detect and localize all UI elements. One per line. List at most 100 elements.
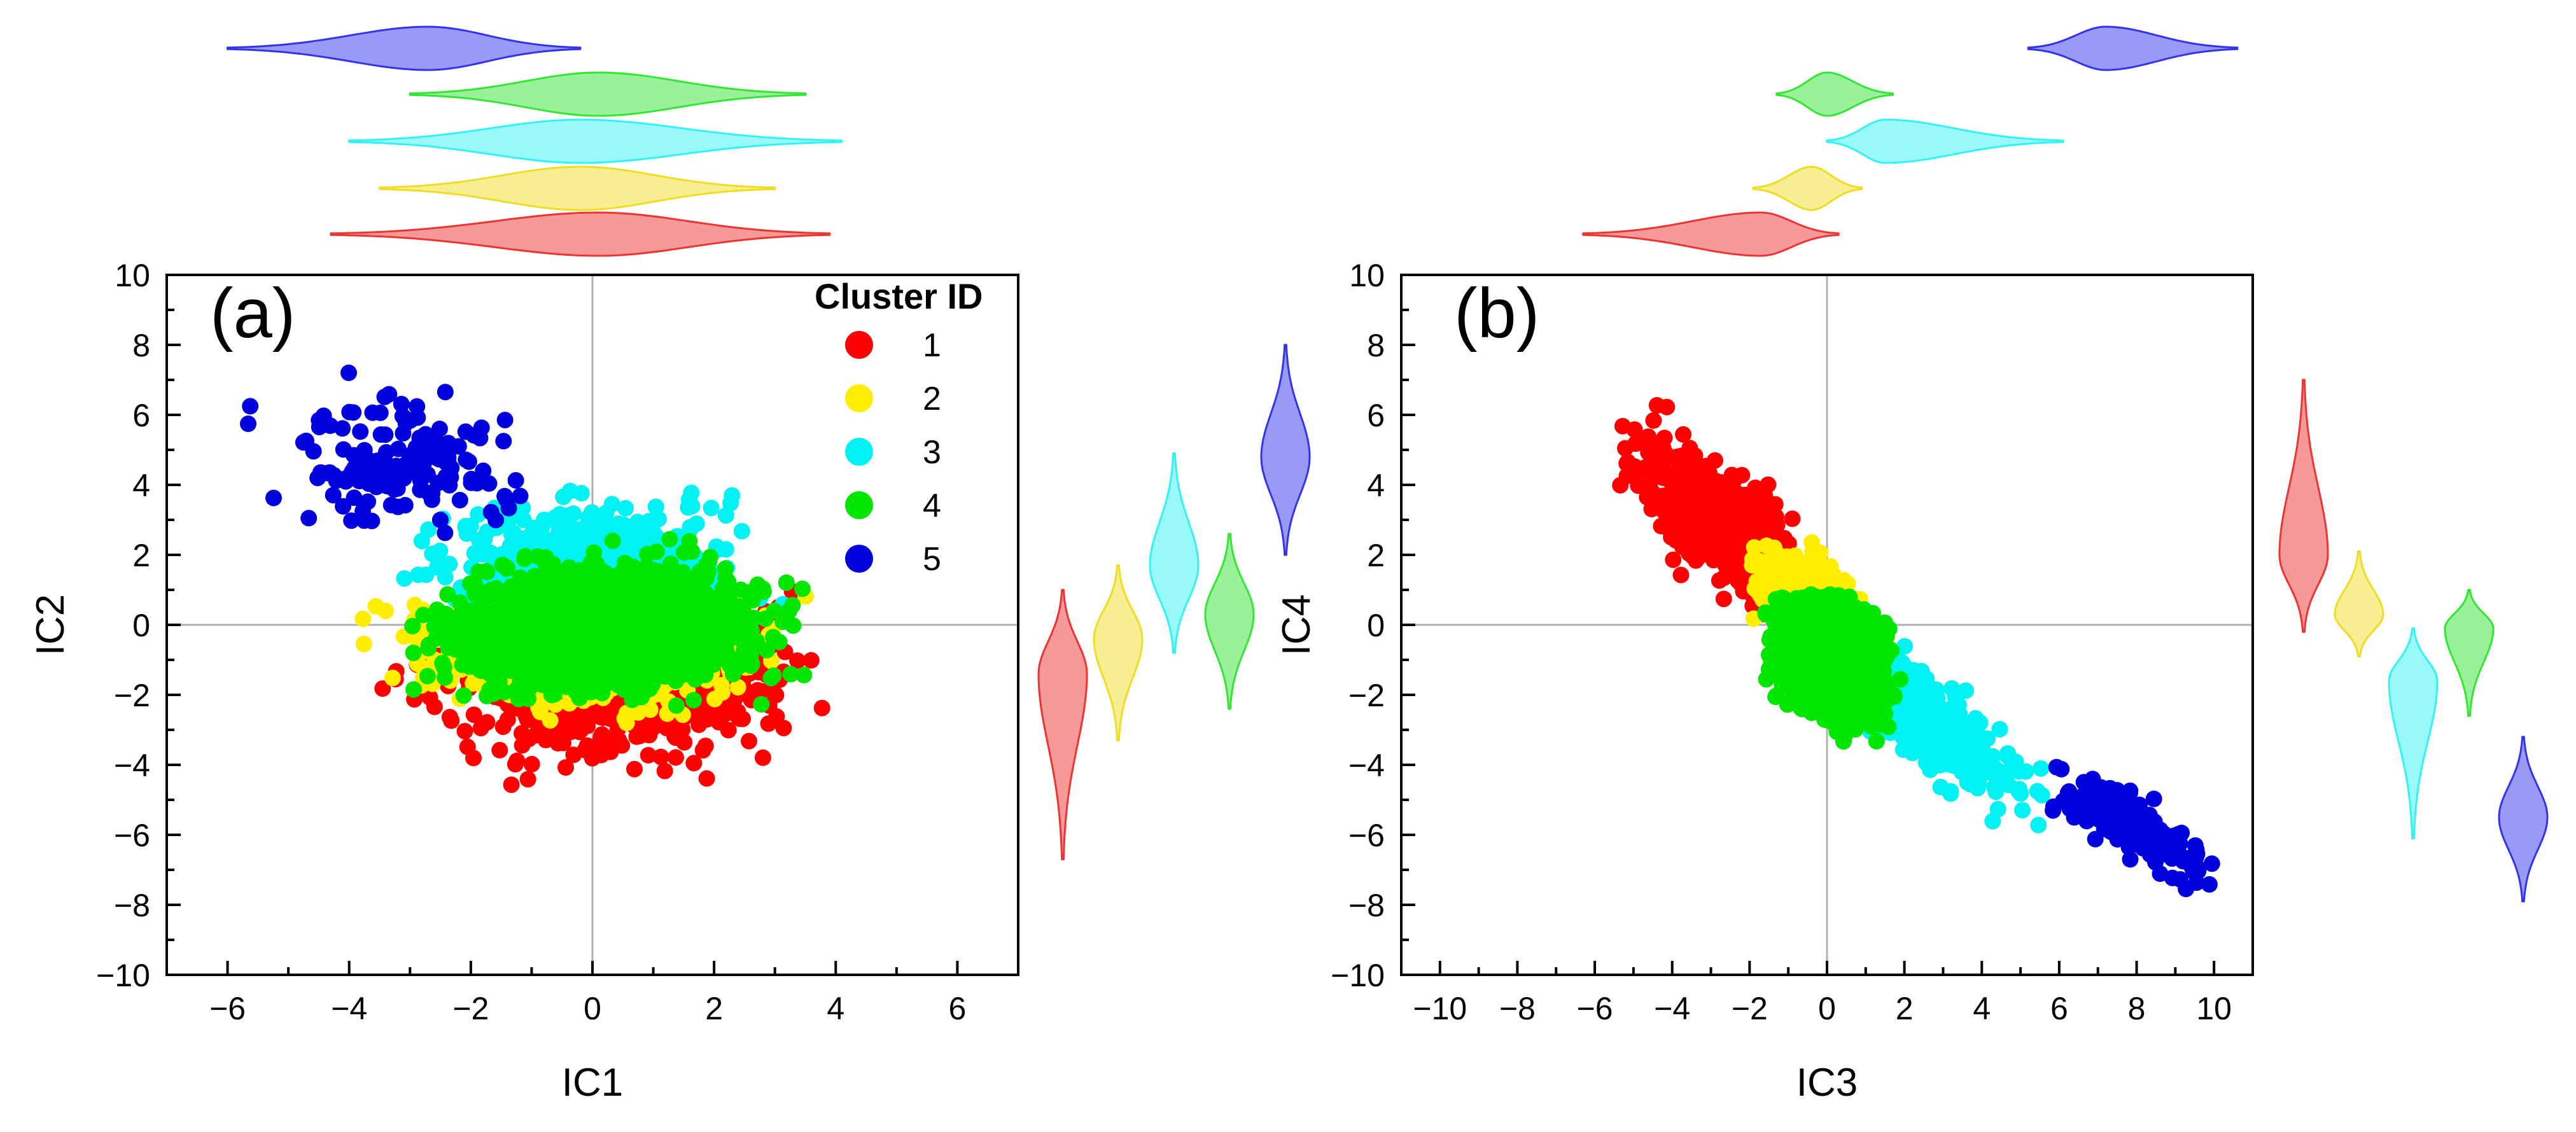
point-cluster-4 (439, 586, 456, 603)
point-cluster-1 (813, 699, 830, 716)
point-cluster-5 (345, 404, 362, 421)
point-cluster-1 (626, 760, 643, 778)
point-cluster-1 (694, 742, 711, 759)
point-cluster-1 (523, 755, 540, 772)
point-cluster-3 (555, 488, 572, 505)
point-cluster-4 (782, 666, 799, 683)
point-cluster-3 (541, 536, 558, 553)
point-cluster-3 (605, 519, 622, 536)
point-cluster-5 (507, 472, 524, 489)
point-cluster-5 (437, 524, 454, 542)
point-cluster-5 (440, 456, 458, 473)
point-cluster-3 (617, 500, 634, 517)
point-cluster-1 (789, 652, 806, 669)
point-cluster-3 (648, 510, 666, 528)
point-cluster-2 (377, 603, 394, 620)
point-cluster-4 (648, 543, 665, 561)
point-cluster-1 (754, 749, 771, 766)
point-cluster-5 (242, 398, 259, 415)
point-cluster-1 (494, 718, 512, 736)
point-cluster-5 (377, 444, 395, 461)
point-cluster-2 (532, 703, 549, 720)
point-cluster-1 (667, 749, 684, 766)
point-cluster-3 (475, 546, 492, 563)
point-cluster-3 (733, 522, 750, 540)
point-cluster-5 (352, 423, 369, 440)
point-cluster-1 (652, 748, 669, 765)
point-cluster-1 (749, 681, 766, 699)
point-cluster-4 (604, 533, 621, 550)
point-cluster-1 (658, 720, 675, 737)
point-cluster-2 (355, 636, 372, 652)
point-cluster-1 (802, 652, 820, 669)
point-cluster-3 (396, 570, 413, 587)
point-cluster-3 (573, 485, 590, 501)
point-cluster-4 (765, 667, 782, 684)
point-cluster-1 (715, 707, 732, 723)
point-cluster-1 (591, 744, 608, 761)
point-cluster-5 (473, 419, 490, 437)
point-cluster-5 (356, 512, 373, 529)
point-cluster-3 (435, 559, 452, 576)
point-cluster-4 (479, 687, 496, 704)
point-cluster-4 (434, 655, 451, 672)
point-cluster-4 (668, 697, 685, 714)
point-cluster-2 (729, 679, 746, 696)
point-cluster-4 (753, 695, 770, 713)
point-cluster-4 (585, 544, 603, 561)
point-cluster-3 (683, 484, 700, 501)
point-cluster-1 (730, 709, 747, 726)
point-cluster-5 (240, 416, 256, 432)
point-cluster-2 (713, 676, 730, 694)
point-cluster-5 (319, 465, 336, 482)
point-cluster-5 (437, 384, 454, 401)
point-cluster-5 (480, 475, 498, 492)
point-cluster-3 (420, 521, 437, 538)
point-cluster-5 (412, 481, 429, 498)
point-cluster-1 (521, 730, 537, 748)
point-cluster-5 (335, 441, 352, 458)
point-cluster-4 (419, 667, 436, 685)
point-cluster-5 (409, 464, 426, 481)
point-cluster-5 (300, 510, 318, 527)
point-cluster-5 (409, 409, 426, 426)
point-cluster-4 (455, 687, 472, 704)
point-cluster-4 (778, 574, 795, 591)
point-cluster-5 (394, 408, 411, 425)
point-cluster-2 (354, 610, 372, 627)
point-cluster-5 (372, 426, 389, 443)
point-cluster-3 (647, 528, 664, 545)
point-cluster-4 (755, 583, 772, 600)
point-cluster-1 (720, 722, 737, 739)
point-cluster-3 (680, 499, 697, 516)
point-cluster-5 (512, 487, 529, 505)
point-cluster-1 (556, 708, 573, 725)
point-cluster-5 (353, 451, 370, 468)
point-cluster-1 (491, 741, 508, 758)
point-cluster-5 (335, 498, 352, 515)
point-cluster-5 (410, 449, 427, 466)
point-cluster-5 (496, 412, 514, 429)
point-cluster-1 (741, 732, 757, 750)
point-cluster-1 (441, 709, 458, 725)
point-cluster-1 (640, 746, 657, 764)
point-cluster-5 (312, 416, 329, 433)
point-cluster-5 (498, 491, 515, 508)
point-cluster-5 (495, 433, 512, 450)
point-cluster-3 (647, 498, 664, 515)
point-cluster-5 (482, 503, 500, 521)
point-cluster-3 (458, 525, 475, 542)
scatter-points (240, 364, 830, 793)
point-cluster-1 (557, 759, 574, 776)
point-cluster-1 (374, 680, 391, 697)
point-cluster-5 (295, 434, 312, 451)
point-cluster-1 (698, 770, 715, 787)
point-cluster-1 (775, 720, 792, 737)
point-cluster-5 (463, 474, 480, 491)
point-cluster-5 (364, 404, 381, 421)
point-cluster-3 (682, 519, 699, 536)
point-cluster-5 (389, 498, 407, 515)
point-cluster-3 (417, 566, 435, 583)
point-cluster-3 (424, 545, 441, 563)
